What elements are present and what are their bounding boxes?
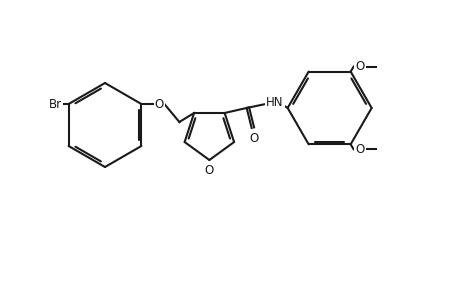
Text: Br: Br — [48, 98, 62, 110]
Text: HN: HN — [265, 97, 283, 110]
Text: O: O — [355, 143, 364, 156]
Text: O: O — [355, 60, 364, 73]
Text: O: O — [154, 98, 164, 110]
Text: O: O — [248, 132, 257, 145]
Text: O: O — [204, 164, 213, 177]
